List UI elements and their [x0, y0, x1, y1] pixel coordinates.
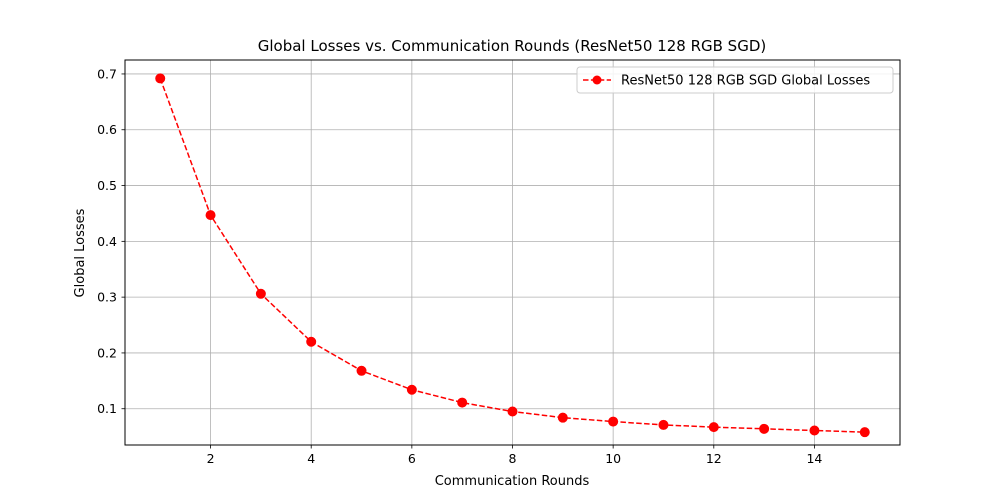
legend-box — [576, 66, 894, 94]
x-tick-label: 6 — [408, 451, 416, 466]
legend-label: ResNet50 128 RGB SGD Global Losses — [621, 74, 870, 89]
data-point — [708, 422, 719, 433]
data-point — [155, 73, 166, 84]
grid — [125, 60, 900, 445]
y-axis-label: Global Losses — [73, 208, 88, 297]
data-point — [255, 288, 266, 299]
data-point — [608, 416, 619, 427]
x-axis-label: Communication Rounds — [435, 474, 590, 489]
x-axis-ticks: 2 4 6 8 10 12 14 — [207, 445, 822, 466]
series-layer — [155, 73, 870, 438]
x-tick-label: 10 — [605, 451, 621, 466]
data-point — [356, 365, 367, 376]
x-tick-label: 4 — [307, 451, 315, 466]
data-point — [557, 412, 568, 423]
y-axis-ticks: 0.1 0.2 0.3 0.4 0.5 0.6 0.7 — [97, 66, 125, 416]
legend: ResNet50 128 RGB SGD Global Losses — [576, 66, 894, 94]
y-tick-label: 0.5 — [97, 178, 117, 193]
x-tick-label: 14 — [806, 451, 822, 466]
y-tick-label: 0.6 — [97, 122, 117, 137]
y-tick-label: 0.2 — [97, 345, 117, 360]
data-point — [859, 427, 870, 438]
y-tick-label: 0.3 — [97, 290, 117, 305]
legend-marker — [592, 75, 602, 85]
y-tick-label: 0.7 — [97, 66, 117, 81]
y-tick-label: 0.1 — [97, 401, 117, 416]
data-point — [205, 210, 216, 221]
x-tick-label: 12 — [706, 451, 722, 466]
chart-title: Global Losses vs. Communication Rounds (… — [258, 37, 766, 55]
data-point — [306, 336, 317, 347]
data-point — [457, 397, 468, 408]
data-point — [759, 423, 770, 434]
x-tick-label: 2 — [207, 451, 215, 466]
data-point — [809, 425, 820, 436]
x-tick-label: 8 — [509, 451, 517, 466]
data-point — [507, 406, 518, 417]
y-tick-label: 0.4 — [97, 234, 117, 249]
data-point — [406, 384, 417, 395]
plot-frame — [124, 59, 901, 446]
data-point — [658, 419, 669, 430]
